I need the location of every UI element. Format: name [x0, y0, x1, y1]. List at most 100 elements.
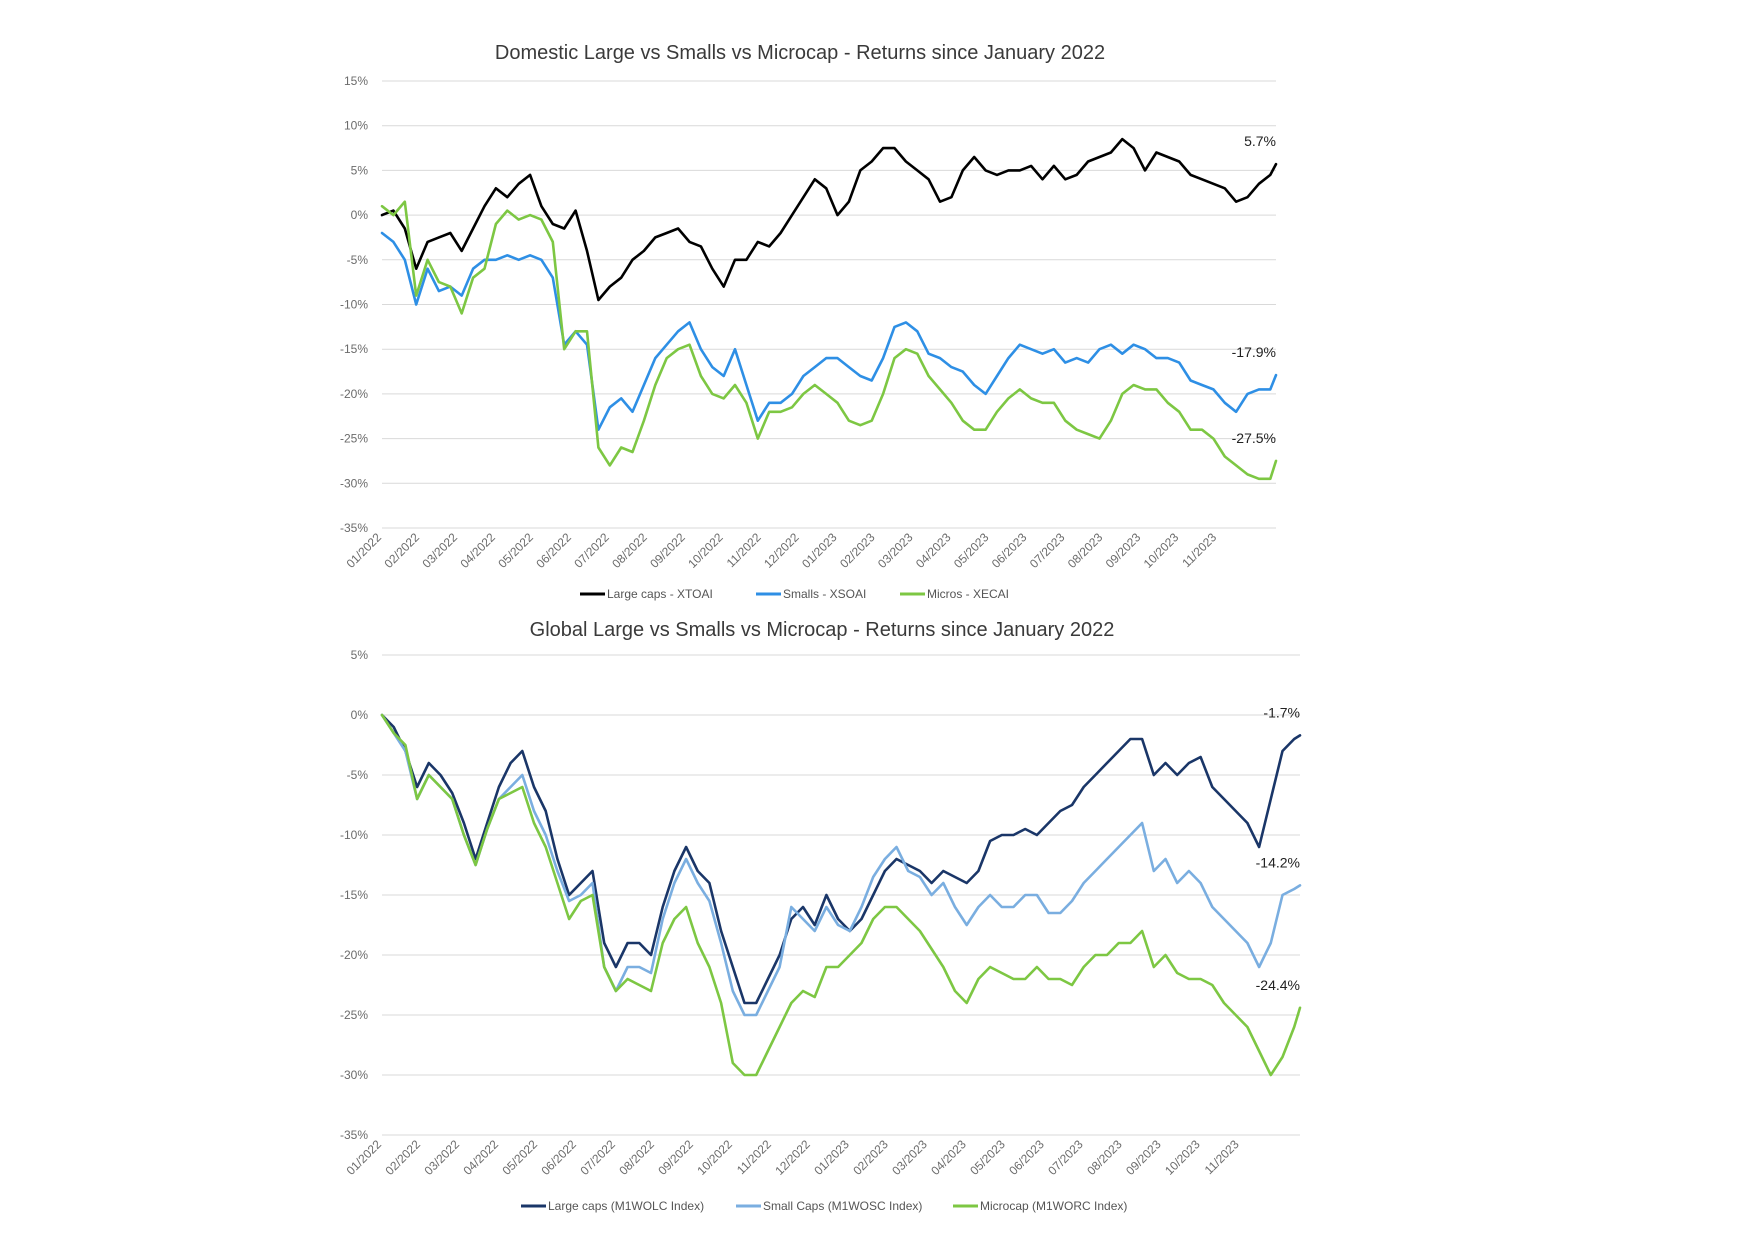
series-line: [380, 137, 1278, 302]
x-tick-label: 02/2023: [837, 530, 878, 571]
end-value-label: -14.2%: [1256, 854, 1300, 870]
end-value-label: -24.4%: [1256, 977, 1300, 993]
legend-label: Small Caps (M1WOSC Index): [763, 1199, 922, 1213]
x-tick-label: 10/2023: [1162, 1137, 1203, 1178]
x-tick-label: 05/2023: [951, 530, 992, 571]
gridlines: [382, 80, 1276, 529]
x-tick-label: 11/2023: [1179, 530, 1219, 570]
x-tick-label: 05/2023: [967, 1137, 1008, 1178]
y-tick-label: -10%: [340, 298, 368, 312]
x-tick-label: 03/2022: [419, 530, 460, 571]
x-tick-label: 08/2022: [616, 1137, 657, 1178]
y-tick-label: -20%: [340, 948, 368, 962]
series-line: [380, 200, 1278, 481]
y-tick-label: 0%: [351, 708, 369, 722]
y-tick-label: -5%: [347, 768, 369, 782]
series-lines: [380, 713, 1302, 1077]
series-lines: [380, 137, 1278, 481]
x-tick-label: 12/2022: [761, 530, 802, 571]
x-tick-label: 10/2023: [1141, 530, 1182, 571]
y-tick-label: -25%: [340, 432, 368, 446]
x-tick-label: 08/2022: [609, 530, 650, 571]
y-axis-ticks: 15% 10% 5% 0% -5% -10% -15% -20% -25% -30% -35%: [340, 74, 368, 535]
x-tick-label: 09/2022: [655, 1137, 696, 1178]
x-tick-label: 05/2022: [495, 530, 536, 571]
y-tick-label: -20%: [340, 387, 368, 401]
x-tick-label: 04/2023: [928, 1137, 969, 1178]
x-tick-label: 12/2022: [772, 1137, 813, 1178]
x-tick-label: 08/2023: [1084, 1137, 1125, 1178]
x-tick-label: 07/2023: [1027, 530, 1068, 571]
global-chart: Global Large vs Smalls vs Microcap - Ret…: [340, 619, 1302, 1213]
y-tick-label: -15%: [340, 888, 368, 902]
y-tick-label: -35%: [340, 521, 368, 535]
legend: Large caps (M1WOLC Index) Small Caps (M1W…: [521, 1199, 1127, 1213]
legend-label: Microcap (M1WORC Index): [980, 1199, 1127, 1213]
y-tick-label: -15%: [340, 342, 368, 356]
x-tick-label: 01/2022: [344, 1137, 385, 1178]
y-axis-ticks: 5% 0% -5% -10% -15% -20% -25% -30% -35%: [340, 648, 368, 1142]
x-tick-label: 08/2023: [1065, 530, 1106, 571]
x-tick-label: 11/2023: [1202, 1137, 1242, 1177]
series-line: [380, 713, 1302, 1077]
y-tick-label: -30%: [340, 476, 368, 490]
y-tick-label: 15%: [344, 74, 368, 88]
x-tick-label: 06/2023: [989, 530, 1030, 571]
x-tick-label: 10/2022: [685, 530, 726, 571]
x-tick-label: 01/2023: [811, 1137, 852, 1178]
y-tick-label: 5%: [351, 163, 369, 177]
end-value-label: -1.7%: [1263, 704, 1300, 720]
gridlines: [382, 654, 1300, 1136]
end-labels: -1.7% -14.2% -24.4%: [1256, 704, 1300, 992]
chart-title: Global Large vs Smalls vs Microcap - Ret…: [530, 619, 1115, 641]
x-tick-label: 03/2022: [422, 1137, 463, 1178]
domestic-chart: Domestic Large vs Smalls vs Microcap - R…: [340, 42, 1278, 601]
end-value-label: 5.7%: [1244, 133, 1276, 149]
x-tick-label: 03/2023: [889, 1137, 930, 1178]
x-tick-label: 02/2022: [382, 530, 423, 571]
end-labels: 5.7% -17.9% -27.5%: [1232, 133, 1276, 446]
x-tick-label: 02/2023: [850, 1137, 891, 1178]
x-axis-ticks: 01/202202/202203/202204/202205/202206/20…: [344, 1137, 1242, 1178]
x-tick-label: 04/2022: [457, 530, 498, 571]
x-tick-label: 06/2023: [1006, 1137, 1047, 1178]
y-tick-label: -30%: [340, 1068, 368, 1082]
x-tick-label: 09/2022: [647, 530, 688, 571]
x-tick-label: 11/2022: [724, 530, 764, 570]
y-tick-label: 10%: [344, 119, 368, 133]
series-line: [380, 713, 1302, 1005]
x-axis-ticks: 01/202202/202203/202204/202205/202206/20…: [344, 530, 1220, 571]
y-tick-label: 0%: [351, 208, 369, 222]
series-line: [380, 231, 1278, 431]
legend-label: Large caps - XTOAI: [607, 587, 713, 601]
x-tick-label: 06/2022: [538, 1137, 579, 1178]
x-tick-label: 09/2023: [1123, 1137, 1164, 1178]
series-line: [380, 713, 1302, 1017]
end-value-label: -27.5%: [1232, 430, 1276, 446]
x-tick-label: 07/2023: [1045, 1137, 1086, 1178]
x-tick-label: 05/2022: [499, 1137, 540, 1178]
y-tick-label: -35%: [340, 1128, 368, 1142]
chart-title: Domestic Large vs Smalls vs Microcap - R…: [495, 42, 1105, 64]
x-tick-label: 01/2023: [799, 530, 840, 571]
y-tick-label: 5%: [351, 648, 369, 662]
x-tick-label: 11/2022: [734, 1137, 774, 1177]
y-tick-label: -5%: [347, 253, 369, 267]
x-tick-label: 03/2023: [875, 530, 916, 571]
x-tick-label: 04/2022: [460, 1137, 501, 1178]
end-value-label: -17.9%: [1232, 344, 1276, 360]
x-tick-label: 01/2022: [344, 530, 385, 571]
x-tick-label: 10/2022: [694, 1137, 735, 1178]
y-tick-label: -25%: [340, 1008, 368, 1022]
x-tick-label: 04/2023: [913, 530, 954, 571]
legend-label: Large caps (M1WOLC Index): [548, 1199, 704, 1213]
legend-label: Smalls - XSOAI: [783, 587, 866, 601]
x-tick-label: 07/2022: [577, 1137, 618, 1178]
legend-label: Micros - XECAI: [927, 587, 1009, 601]
x-tick-label: 06/2022: [533, 530, 574, 571]
x-tick-label: 02/2022: [383, 1137, 424, 1178]
x-tick-label: 07/2022: [571, 530, 612, 571]
y-tick-label: -10%: [340, 828, 368, 842]
x-tick-label: 09/2023: [1103, 530, 1144, 571]
